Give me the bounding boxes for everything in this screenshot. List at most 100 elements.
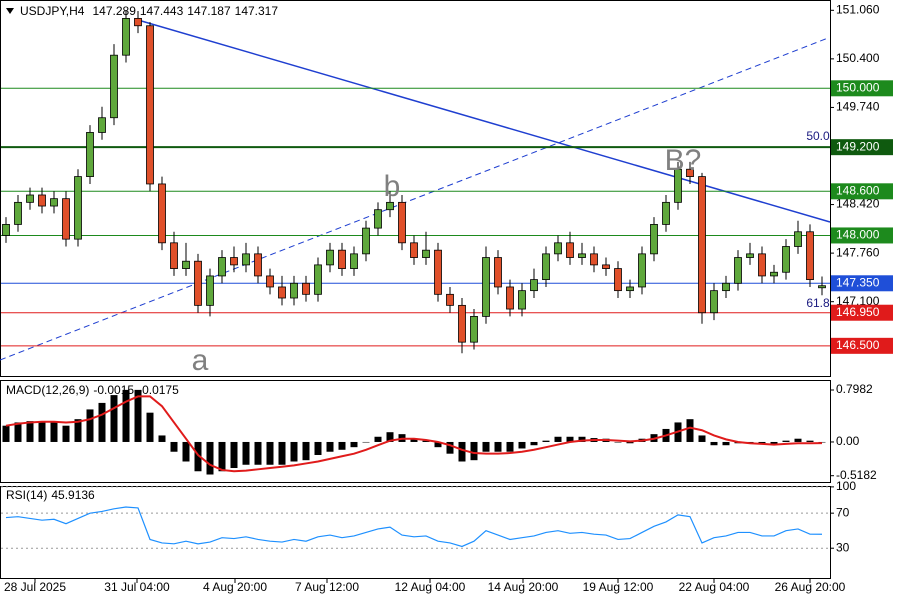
candle-body (410, 242, 418, 258)
macd-bar (230, 441, 238, 469)
x-tick-label: 28 Jul 2025 (4, 580, 66, 594)
macd-bar (578, 436, 586, 442)
macd-bar (38, 422, 46, 442)
candle-body (650, 224, 658, 255)
candle-body (482, 257, 490, 317)
candle-body (626, 286, 634, 292)
macd-bar (26, 421, 34, 442)
y-tick-label: 30 (836, 540, 850, 554)
macd-bar (686, 419, 694, 442)
level-label: 149.200 (836, 139, 880, 153)
candle-body (398, 201, 406, 244)
macd-bar (446, 441, 454, 454)
macd-bar (554, 436, 562, 442)
wave-annotation: 61.8 (806, 296, 830, 310)
candle-body (254, 253, 262, 277)
macd-bar (326, 441, 334, 452)
y-tick-label: 0.7982 (836, 382, 873, 396)
candle-body (218, 257, 226, 277)
macd-bar (386, 432, 394, 442)
menu-triangle[interactable] (6, 8, 14, 14)
macd-bar (458, 441, 466, 462)
macd-bar (614, 441, 622, 443)
macd-bar (818, 441, 826, 443)
candle-body (242, 253, 250, 266)
candle-body (662, 201, 670, 225)
x-tick-label: 22 Aug 04:00 (679, 580, 750, 594)
candle-body (278, 286, 286, 299)
macd-bar (434, 441, 442, 448)
wave-annotation: 50.0 (806, 129, 830, 143)
candle-body (494, 257, 502, 288)
macd-bar (530, 441, 538, 446)
macd-bar (782, 440, 790, 442)
macd-bar (758, 441, 766, 444)
candle-body (806, 231, 814, 281)
rsi-line (5, 506, 823, 548)
symbol: USDJPY,H4 (20, 4, 85, 18)
candle-body (506, 286, 514, 310)
candle-body (614, 268, 622, 292)
candle-body (374, 209, 382, 229)
macd-bar (794, 438, 802, 442)
x-tick-label: 14 Aug 20:00 (488, 580, 559, 594)
candle-body (158, 183, 166, 244)
open-value: 147.289 (92, 4, 136, 18)
candle-body (314, 264, 322, 295)
macd-bar (770, 441, 778, 444)
candle-body (206, 275, 214, 306)
candle-body (2, 224, 10, 236)
level-label-box (831, 227, 893, 244)
candle-body (590, 253, 598, 266)
level-label: 147.350 (836, 275, 880, 289)
y-tick-label: -0.5182 (836, 468, 877, 482)
macd-bar (626, 441, 634, 444)
candle-body (758, 253, 766, 277)
macd-bar (698, 435, 706, 442)
candle-body (50, 198, 58, 207)
y-tick-label: 0.00 (836, 434, 860, 448)
macd-bar (182, 441, 190, 462)
macd-bar (194, 441, 202, 472)
x-tick-label: 7 Aug 12:00 (295, 580, 359, 594)
macd-bar (62, 425, 70, 442)
macd-bar (410, 438, 418, 442)
macd-bar (134, 389, 142, 442)
macd-bar (290, 441, 298, 462)
candle-body (38, 194, 46, 207)
price-pane (0, 0, 831, 377)
macd-bar (374, 436, 382, 442)
y-tick-label: 147.760 (836, 245, 880, 259)
level-label: 146.500 (836, 338, 880, 352)
macd-bar (338, 441, 346, 450)
macd-bar (422, 440, 430, 442)
y-tick-label: 70 (836, 505, 850, 519)
level-label-box (831, 183, 893, 200)
level-label-box (831, 337, 893, 354)
macd-bar (806, 440, 814, 442)
macd-bar (110, 395, 118, 442)
candle-body (746, 253, 754, 258)
candle-body (782, 246, 790, 273)
macd-value: -0.0015 (93, 383, 134, 397)
candle-body (686, 168, 694, 177)
macd-bar (122, 389, 130, 442)
candle-body (578, 253, 586, 258)
macd-header: MACD(12,26,9) -0.0015 -0.0175 (6, 383, 179, 397)
candle-body (326, 249, 334, 266)
candle-body (422, 249, 430, 258)
candle-body (302, 282, 310, 295)
candle-body (542, 253, 550, 281)
macd-bar (518, 441, 526, 449)
macd-bar (50, 422, 58, 442)
candle-body (266, 275, 274, 288)
candle-body (818, 285, 826, 289)
candle-body (338, 249, 346, 269)
level-label: 148.600 (836, 183, 880, 197)
x-tick-label: 4 Aug 20:00 (203, 580, 267, 594)
high-value: 147.443 (140, 4, 184, 18)
price-header: USDJPY,H4 147.289 147.443 147.187 147.317 (20, 4, 278, 18)
macd-bar (746, 441, 754, 443)
candle-body (62, 198, 70, 240)
dashed-trendline (0, 37, 829, 361)
